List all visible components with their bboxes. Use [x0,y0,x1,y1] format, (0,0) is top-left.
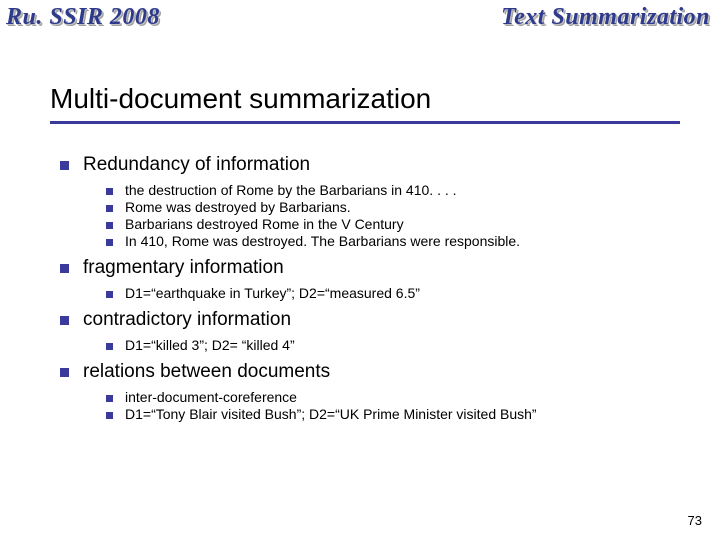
square-bullet-icon [106,343,113,350]
bullet-list-level2: inter-document-coreference D1=“Tony Blai… [106,389,680,422]
list-item-label: inter-document-coreference [125,389,297,405]
list-item: D1=“killed 3”; D2= “killed 4” [106,337,680,353]
list-item: D1=“Tony Blair visited Bush”; D2=“UK Pri… [106,406,680,422]
bullet-list-level2: the destruction of Rome by the Barbarian… [106,182,680,249]
list-item: D1=“earthquake in Turkey”; D2=“measured … [106,285,680,301]
square-bullet-icon [60,316,69,325]
square-bullet-icon [60,264,69,273]
list-item: contradictory information D1=“killed 3”;… [60,309,680,353]
list-item: inter-document-coreference [106,389,680,405]
square-bullet-icon [106,205,113,212]
bullet-list-level2: D1=“killed 3”; D2= “killed 4” [106,337,680,353]
list-item: Rome was destroyed by Barbarians. [106,199,680,215]
list-item-label: Barbarians destroyed Rome in the V Centu… [125,216,404,232]
square-bullet-icon [106,188,113,195]
list-item-label: D1=“Tony Blair visited Bush”; D2=“UK Pri… [125,406,537,422]
list-item-label: relations between documents [83,361,330,383]
square-bullet-icon [106,291,113,298]
list-item-label: In 410, Rome was destroyed. The Barbaria… [125,233,520,249]
square-bullet-icon [106,395,113,402]
square-bullet-icon [106,412,113,419]
list-item-label: Rome was destroyed by Barbarians. [125,199,351,215]
list-item: the destruction of Rome by the Barbarian… [106,182,680,198]
list-item-label: Redundancy of information [83,154,310,176]
list-item: relations between documents inter-docume… [60,361,680,422]
list-item-label: the destruction of Rome by the Barbarian… [125,182,457,198]
square-bullet-icon [106,222,113,229]
list-item: Redundancy of information the destructio… [60,154,680,249]
list-item-label: D1=“killed 3”; D2= “killed 4” [125,337,295,353]
header-left-text: Ru. SSIR 2008 [6,4,160,31]
square-bullet-icon [60,161,69,170]
list-item-label: D1=“earthquake in Turkey”; D2=“measured … [125,285,420,301]
list-item-label: contradictory information [83,309,291,331]
list-item: Barbarians destroyed Rome in the V Centu… [106,216,680,232]
slide-content: Redundancy of information the destructio… [60,154,680,422]
bullet-list-level1: Redundancy of information the destructio… [60,154,680,422]
slide-header: Ru. SSIR 2008 Text Summarization [0,0,720,48]
list-item-label: fragmentary information [83,257,284,279]
header-right-text: Text Summarization [501,4,710,31]
square-bullet-icon [106,239,113,246]
square-bullet-icon [60,368,69,377]
slide-title: Multi-document summarization [50,83,680,124]
list-item: fragmentary information D1=“earthquake i… [60,257,680,301]
title-container: Multi-document summarization [50,83,680,124]
list-item: In 410, Rome was destroyed. The Barbaria… [106,233,680,249]
page-number: 73 [688,513,702,528]
bullet-list-level2: D1=“earthquake in Turkey”; D2=“measured … [106,285,680,301]
